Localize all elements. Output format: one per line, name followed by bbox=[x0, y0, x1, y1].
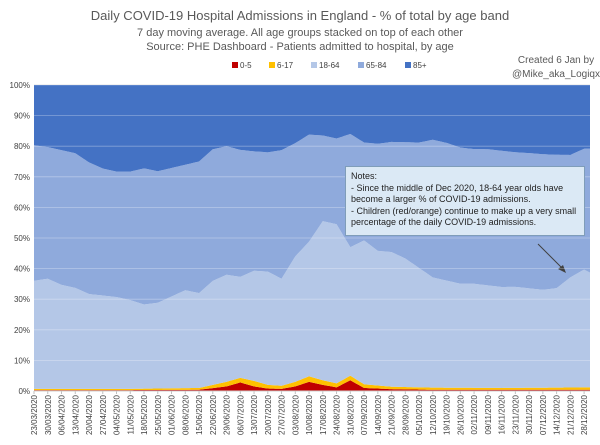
y-tick-label: 10% bbox=[14, 356, 30, 365]
notes-line-2: - Children (red/orange) continue to make… bbox=[351, 205, 577, 228]
legend-label-85+: 85+ bbox=[413, 61, 427, 70]
x-tick-label: 21/12/2020 bbox=[566, 394, 575, 435]
x-tick-label: 10/08/2020 bbox=[305, 394, 314, 435]
x-tick-label: 12/10/2020 bbox=[429, 394, 438, 435]
x-tick-label: 26/10/2020 bbox=[456, 394, 465, 435]
legend-label-6-17: 6-17 bbox=[277, 61, 294, 70]
x-tick-label: 24/08/2020 bbox=[333, 394, 342, 435]
area-series-6-17 bbox=[34, 375, 590, 391]
y-tick-label: 50% bbox=[14, 234, 30, 243]
x-tick-label: 14/12/2020 bbox=[553, 394, 562, 435]
x-tick-label: 07/09/2020 bbox=[360, 394, 369, 435]
legend: 0-5 6-17 18-64 65-84 85+ bbox=[232, 61, 427, 70]
x-tick-label: 13/07/2020 bbox=[250, 394, 259, 435]
x-tick-label: 30/03/2020 bbox=[44, 394, 53, 435]
y-tick-label: 90% bbox=[14, 112, 30, 121]
chart-subtitle-line-1: 7 day moving average. All age groups sta… bbox=[137, 27, 463, 39]
x-tick-label: 02/11/2020 bbox=[470, 394, 479, 434]
y-tick-label: 80% bbox=[14, 142, 30, 151]
y-tick-label: 60% bbox=[14, 203, 30, 212]
x-tick-label: 29/06/2020 bbox=[223, 394, 232, 435]
axes: 0% 10% 20% 30% 40% 50% 60% 70% 80% 90% 100% 23/03/2… bbox=[10, 81, 590, 435]
chart-subtitle-line-2: Source: PHE Dashboard - Patients admitte… bbox=[146, 41, 454, 53]
x-tick-label: 15/06/2020 bbox=[195, 394, 204, 435]
x-tick-label: 28/12/2020 bbox=[580, 394, 589, 435]
x-tick-label: 27/04/2020 bbox=[99, 394, 108, 435]
x-tick-label: 23/11/2020 bbox=[511, 394, 520, 434]
x-tick-label: 06/04/2020 bbox=[58, 394, 67, 435]
x-tick-label: 23/03/2020 bbox=[30, 394, 39, 435]
y-tick-label: 0% bbox=[18, 387, 30, 396]
x-tick-label: 04/05/2020 bbox=[113, 394, 122, 435]
y-tick-label: 40% bbox=[14, 265, 30, 274]
x-tick-label: 05/10/2020 bbox=[415, 394, 424, 435]
credit-line-1: Created 6 Jan by bbox=[518, 55, 594, 66]
legend-swatch-18-64 bbox=[311, 62, 317, 68]
y-tick-label: 70% bbox=[14, 173, 30, 182]
x-tick-label: 14/09/2020 bbox=[374, 394, 383, 435]
x-tick-label: 20/04/2020 bbox=[85, 394, 94, 435]
x-tick-label: 13/04/2020 bbox=[71, 394, 80, 435]
y-tick-label: 30% bbox=[14, 295, 30, 304]
x-tick-label: 06/07/2020 bbox=[236, 394, 245, 435]
x-tick-label: 30/11/2020 bbox=[525, 394, 534, 434]
chart-title: Daily COVID-19 Hospital Admissions in En… bbox=[91, 8, 509, 23]
x-tick-label: 22/06/2020 bbox=[209, 394, 218, 435]
x-tick-label: 03/08/2020 bbox=[291, 394, 300, 435]
legend-swatch-65-84 bbox=[358, 62, 364, 68]
notes-title: Notes: bbox=[351, 171, 378, 181]
legend-label-0-5: 0-5 bbox=[240, 61, 252, 70]
y-tick-label: 20% bbox=[14, 326, 30, 335]
x-tick-label: 28/09/2020 bbox=[401, 394, 410, 435]
x-tick-label: 08/06/2020 bbox=[181, 394, 190, 435]
x-tick-label: 31/08/2020 bbox=[346, 394, 355, 435]
x-tick-label: 17/08/2020 bbox=[319, 394, 328, 435]
x-tick-label: 18/05/2020 bbox=[140, 394, 149, 435]
area-series-18-64 bbox=[34, 221, 590, 389]
legend-label-65-84: 65-84 bbox=[366, 61, 387, 70]
x-tick-label: 21/09/2020 bbox=[388, 394, 397, 435]
notes-annotation: Notes: - Since the middle of Dec 2020, 1… bbox=[345, 166, 585, 236]
area-series-85+ bbox=[34, 85, 590, 172]
x-tick-label: 16/11/2020 bbox=[498, 394, 507, 434]
x-tick-label: 19/10/2020 bbox=[443, 394, 452, 435]
legend-swatch-0-5 bbox=[232, 62, 238, 68]
y-tick-label: 100% bbox=[10, 81, 30, 90]
legend-swatch-6-17 bbox=[269, 62, 275, 68]
x-tick-label: 11/05/2020 bbox=[126, 394, 135, 434]
notes-line-1: - Since the middle of Dec 2020, 18-64 ye… bbox=[351, 182, 564, 205]
credit-line-2: @Mike_aka_Logiqx bbox=[512, 69, 600, 80]
gridlines-overlay bbox=[34, 84, 590, 392]
x-tick-label: 01/06/2020 bbox=[168, 394, 177, 435]
area-series-0-5 bbox=[34, 380, 590, 391]
x-tick-label: 09/11/2020 bbox=[484, 394, 493, 434]
legend-label-18-64: 18-64 bbox=[319, 61, 340, 70]
legend-swatch-85+ bbox=[405, 62, 411, 68]
x-tick-label: 07/12/2020 bbox=[539, 394, 548, 435]
x-tick-label: 20/07/2020 bbox=[264, 394, 273, 435]
x-tick-label: 27/07/2020 bbox=[278, 394, 287, 435]
annotation-arrow bbox=[537, 243, 566, 273]
x-tick-label: 25/05/2020 bbox=[154, 394, 163, 435]
